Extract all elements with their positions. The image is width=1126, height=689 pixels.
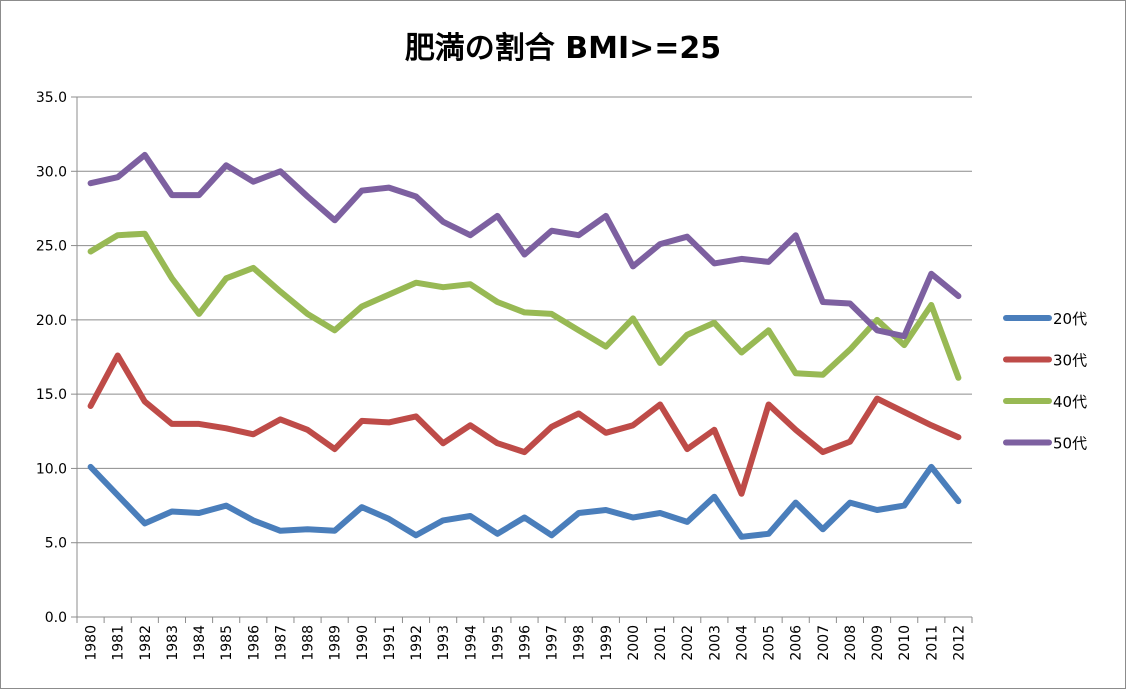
y-tick-label: 30.0 xyxy=(36,164,67,180)
y-axis-ticks: 0.0 5.0 10.0 15.0 20.0 25.0 30.0 35.0 xyxy=(36,90,77,626)
series-line-3 xyxy=(87,230,962,381)
y-tick-label: 15.0 xyxy=(36,387,67,403)
x-tick-label: 2000 xyxy=(626,625,642,661)
axes xyxy=(76,97,972,618)
y-tick-label: 5.0 xyxy=(45,536,67,552)
x-tick-label: 2010 xyxy=(897,625,913,661)
chart-title: 肥満の割合 BMI>=25 xyxy=(405,31,721,66)
x-tick-label: 1994 xyxy=(463,625,479,661)
x-tick-label: 2008 xyxy=(843,625,859,661)
x-tick-label: 1988 xyxy=(301,625,317,661)
legend-label-1: 20代 xyxy=(1053,310,1087,328)
x-tick-label: 2004 xyxy=(734,625,750,661)
legend-label-2: 30代 xyxy=(1053,352,1087,370)
x-tick-label: 2012 xyxy=(951,625,967,661)
series-line-2 xyxy=(87,352,962,497)
series-line-1 xyxy=(87,463,962,540)
x-tick-label: 1989 xyxy=(328,625,344,661)
series-lines xyxy=(87,151,962,540)
x-tick-label: 2002 xyxy=(680,625,696,661)
x-tick-label: 2001 xyxy=(653,625,669,661)
x-tick-label: 2011 xyxy=(924,625,940,661)
x-axis-ticks: 1980 1981 1982 1983 1984 1985 1986 1987 1988 1989… xyxy=(76,617,973,661)
x-tick-label: 1980 xyxy=(84,625,100,661)
y-tick-label: 10.0 xyxy=(36,461,67,477)
gridlines xyxy=(77,96,972,544)
x-tick-label: 1992 xyxy=(409,625,425,661)
series-line-4 xyxy=(87,151,962,340)
x-tick-label: 1998 xyxy=(572,625,588,661)
x-tick-label: 1984 xyxy=(192,625,208,661)
y-tick-label: 25.0 xyxy=(36,239,67,255)
x-tick-label: 1990 xyxy=(355,625,371,661)
x-tick-label: 1996 xyxy=(518,625,534,661)
legend-label-3: 40代 xyxy=(1053,393,1087,411)
x-tick-label: 1981 xyxy=(111,625,127,661)
x-tick-label: 1993 xyxy=(436,625,452,661)
x-tick-label: 1982 xyxy=(138,625,154,661)
y-tick-label: 20.0 xyxy=(36,313,67,329)
legend-label-4: 50代 xyxy=(1053,435,1087,453)
y-tick-label: 0.0 xyxy=(45,610,67,626)
x-tick-label: 2009 xyxy=(870,625,886,661)
x-tick-label: 2006 xyxy=(789,625,805,661)
x-tick-label: 1999 xyxy=(599,625,615,661)
x-tick-label: 1985 xyxy=(219,625,235,661)
x-tick-label: 2007 xyxy=(816,625,832,661)
x-tick-label: 2005 xyxy=(762,625,778,661)
x-tick-label: 1991 xyxy=(382,625,398,661)
y-tick-label: 35.0 xyxy=(36,90,67,106)
x-tick-label: 1986 xyxy=(246,625,262,661)
x-tick-label: 1987 xyxy=(273,625,289,661)
x-tick-label: 1995 xyxy=(490,625,506,661)
legend: 20代 30代 40代 50代 xyxy=(1003,310,1087,453)
x-tick-label: 2003 xyxy=(707,625,723,661)
x-tick-label: 1983 xyxy=(165,625,181,661)
x-tick-label: 1997 xyxy=(545,625,561,661)
